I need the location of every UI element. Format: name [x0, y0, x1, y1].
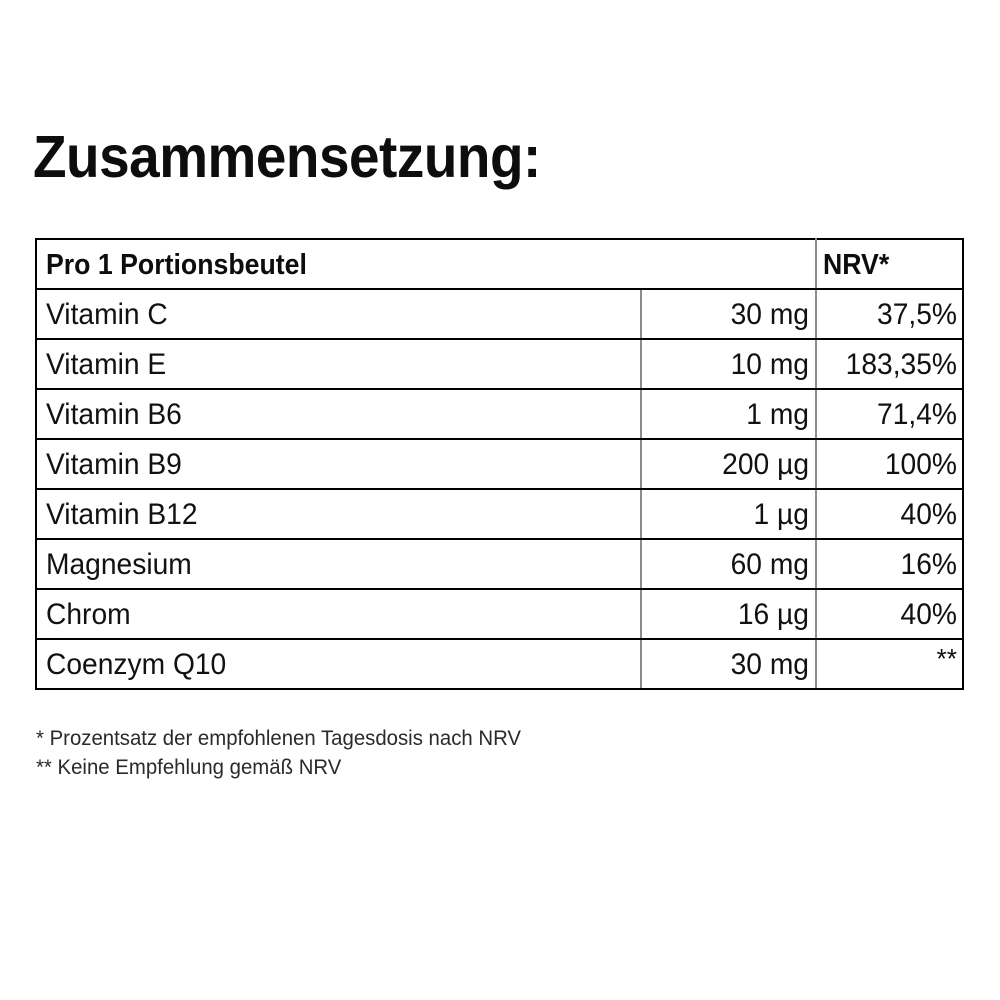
table-cell-amount: 1 mg: [746, 398, 809, 431]
table-row: Vitamin B6: [46, 398, 182, 431]
table-border-right: [962, 238, 964, 690]
table-row: Magnesium: [46, 548, 192, 581]
table-row: Vitamin C: [46, 298, 168, 331]
table-cell-amount: 200 µg: [722, 448, 809, 481]
row-separator-5: [35, 538, 964, 540]
row-separator-7: [35, 638, 964, 640]
footnote-nrv-percentage: * Prozentsatz der empfohlenen Tagesdosis…: [36, 727, 522, 750]
table-cell-amount: 1 µg: [753, 498, 809, 531]
row-separator-header: [35, 288, 964, 290]
row-separator-4: [35, 488, 964, 490]
table-border-bottom: [35, 688, 964, 690]
row-separator-2: [35, 388, 964, 390]
table-cell-amount: 30 mg: [730, 298, 809, 331]
table-cell-amount: 16 µg: [737, 598, 809, 631]
table-cell-nrv: 37,5%: [877, 298, 957, 331]
row-separator-1: [35, 338, 964, 340]
column-divider-nrv: [815, 238, 817, 688]
table-row: Vitamin B9: [46, 448, 182, 481]
footnotes: * Prozentsatz der empfohlenen Tagesdosis…: [36, 724, 536, 782]
row-separator-6: [35, 588, 964, 590]
table-border-top: [35, 238, 964, 240]
table-border-left: [35, 238, 37, 690]
table-header-nrv: NRV*: [823, 249, 890, 281]
table-cell-nrv: 183,35%: [845, 348, 957, 381]
footnote-no-recommendation: ** Keine Empfehlung gemäß NRV: [36, 756, 342, 779]
table-cell-nrv: **: [936, 643, 957, 674]
table-row: Coenzym Q10: [46, 648, 227, 681]
table-row: Vitamin E: [46, 348, 167, 381]
table-cell-amount: 30 mg: [730, 648, 809, 681]
table-row: Chrom: [46, 598, 131, 631]
table-header-name: Pro 1 Portionsbeutel: [46, 249, 307, 281]
table-cell-amount: 60 mg: [730, 548, 809, 581]
table-cell-nrv: 40%: [900, 598, 957, 631]
table-cell-nrv: 16%: [900, 548, 957, 581]
table-cell-nrv: 100%: [884, 448, 957, 481]
table-row: Vitamin B12: [46, 498, 198, 531]
table-cell-nrv: 40%: [900, 498, 957, 531]
row-separator-3: [35, 438, 964, 440]
page-title: Zusammensetzung:: [33, 124, 541, 190]
table-cell-amount: 10 mg: [730, 348, 809, 381]
table-cell-nrv: 71,4%: [877, 398, 957, 431]
